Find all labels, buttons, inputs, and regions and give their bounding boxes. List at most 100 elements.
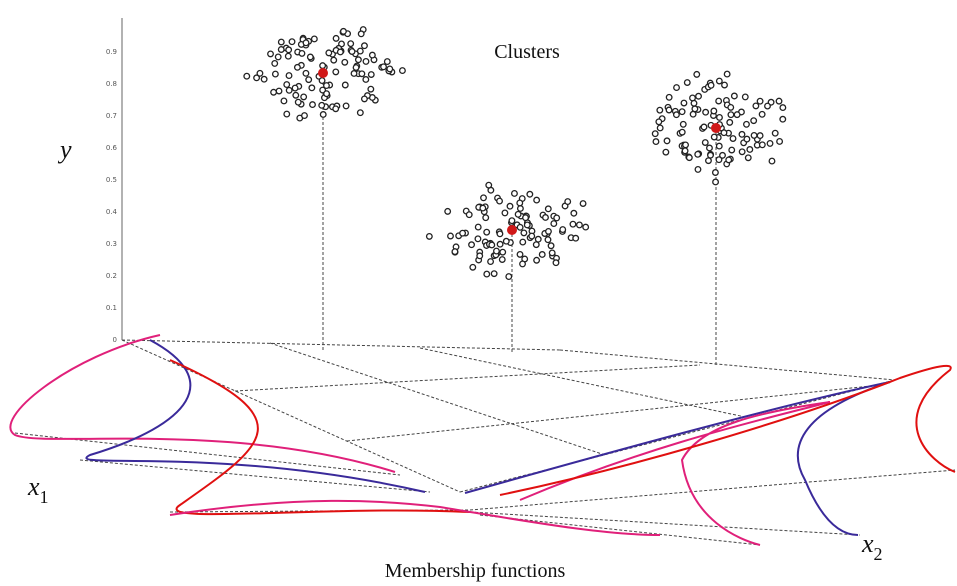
cluster-point (708, 83, 714, 89)
cluster-point (527, 191, 533, 197)
cluster-point (680, 122, 686, 128)
x1-sub: 1 (40, 487, 49, 507)
cluster-point (331, 57, 337, 63)
cluster-point (545, 237, 551, 243)
cluster-point (777, 139, 783, 145)
y-tick-label: 0.9 (106, 48, 117, 56)
diagram: 00.10.20.30.40.50.60.70.80.9 Clusters Me… (0, 0, 957, 586)
cluster-point (342, 59, 348, 65)
cluster-point (701, 124, 707, 130)
cluster-point (548, 243, 554, 249)
cluster-point (469, 242, 475, 248)
cluster-point (535, 236, 541, 242)
x1-label: x1 (27, 472, 49, 507)
cluster-point (301, 94, 307, 100)
stems (323, 75, 716, 365)
cluster-point (309, 85, 315, 91)
cluster-point (326, 50, 332, 56)
cluster-point (286, 73, 292, 79)
cluster-point (502, 210, 508, 216)
cluster-point (745, 155, 751, 161)
cluster-point (507, 203, 513, 209)
cluster-point (358, 110, 364, 116)
cluster-point (486, 182, 492, 188)
grid-line (560, 350, 895, 380)
cluster-point (475, 224, 481, 230)
cluster-point (466, 212, 472, 218)
mf-curve (10, 335, 395, 472)
cluster-point (716, 143, 722, 149)
cluster-point (717, 78, 723, 84)
cluster-point (509, 218, 515, 224)
cluster-point (666, 95, 672, 101)
cluster-point (747, 147, 753, 153)
cluster-point (381, 64, 387, 70)
cluster-point (577, 222, 583, 228)
cluster-point (760, 142, 766, 148)
cluster-point (690, 95, 696, 101)
cluster-point (722, 82, 728, 88)
cluster-point (571, 210, 577, 216)
y-tick-label: 0 (113, 336, 117, 344)
cluster-point (717, 115, 723, 121)
cluster-point (730, 136, 736, 142)
cluster-point (684, 80, 690, 86)
cluster-point (518, 206, 524, 212)
cluster-point (363, 59, 369, 65)
cluster-point (663, 149, 669, 155)
cluster-point (543, 215, 549, 221)
cluster-point (652, 131, 658, 137)
cluster-point (488, 259, 494, 265)
mf-curve (520, 402, 830, 545)
grid-line (122, 340, 560, 350)
y-tick-label: 0.7 (106, 112, 117, 120)
cluster-point (734, 112, 740, 118)
cluster-point (753, 103, 759, 109)
cluster-point (534, 257, 540, 263)
cluster-point (696, 93, 702, 99)
cluster-point (285, 53, 291, 59)
cluster-point (333, 36, 339, 42)
grid-line (420, 348, 750, 418)
x2-base: x (861, 529, 874, 558)
cluster-point (333, 69, 339, 75)
cluster-point (729, 147, 735, 153)
cluster-point (497, 231, 503, 237)
cluster-point (512, 191, 518, 197)
cluster-point (666, 107, 672, 113)
cluster-point (333, 106, 339, 112)
y-label: y (57, 135, 72, 164)
cluster-point (728, 112, 734, 118)
cluster-point (368, 72, 374, 78)
y-tick-label: 0.1 (106, 304, 117, 312)
cluster-point (342, 82, 348, 88)
cluster-center (507, 225, 517, 235)
cluster-point (481, 195, 487, 201)
cluster-point (521, 230, 527, 236)
cluster-point (732, 93, 738, 99)
cluster-point (751, 133, 757, 139)
cluster-point (713, 170, 719, 176)
cluster-point (664, 138, 670, 144)
cluster-point (368, 86, 374, 92)
cluster-center (711, 123, 721, 133)
cluster-point (695, 167, 701, 173)
cluster-point (533, 242, 539, 248)
cluster-point (494, 248, 500, 254)
cluster-point (708, 152, 714, 158)
cluster-point (716, 157, 722, 163)
cluster-point (724, 71, 730, 77)
cluster-point (565, 199, 571, 205)
x2-label: x2 (861, 529, 883, 564)
cluster-point (427, 234, 433, 240)
cluster-point (278, 39, 284, 45)
cluster-point (739, 132, 745, 138)
cluster-point (524, 222, 530, 228)
cluster-point (278, 47, 284, 53)
cluster-point (517, 252, 523, 258)
baseline (470, 512, 860, 535)
cluster-point (529, 233, 535, 239)
cluster-point (497, 198, 503, 204)
cluster-point (546, 229, 552, 235)
cluster-point (744, 122, 750, 128)
